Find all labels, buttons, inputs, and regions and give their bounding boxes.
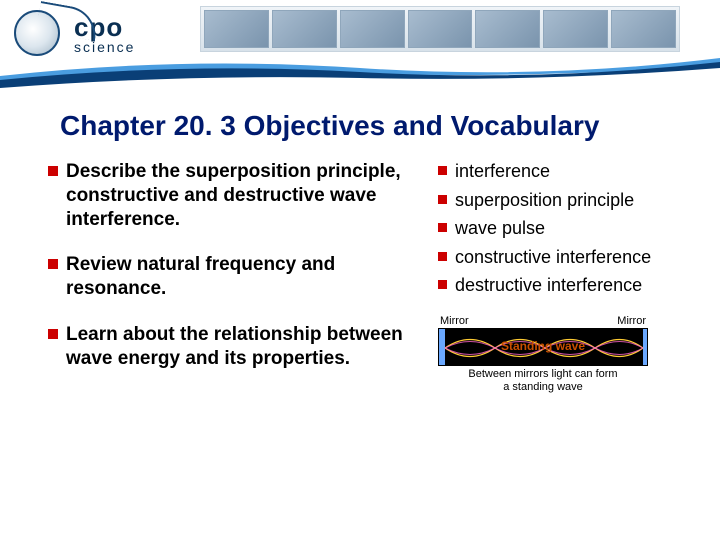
header-thumb bbox=[543, 10, 608, 48]
header: cpo science bbox=[0, 0, 720, 90]
header-swoosh-icon bbox=[0, 52, 720, 90]
header-thumb bbox=[611, 10, 676, 48]
vocab-text: destructive interference bbox=[455, 274, 642, 297]
mirror-labels: Mirror Mirror bbox=[438, 315, 648, 327]
objective-item: Learn about the relationship between wav… bbox=[48, 323, 418, 371]
mirror-left-label: Mirror bbox=[440, 315, 469, 327]
bullet-icon bbox=[438, 166, 447, 175]
bullet-icon bbox=[48, 329, 58, 339]
diagram-caption: Between mirrors light can form a standin… bbox=[438, 368, 648, 394]
logo-arc-icon bbox=[36, 1, 100, 41]
logo-sphere-icon bbox=[14, 10, 60, 56]
vocab-text: superposition principle bbox=[455, 189, 634, 212]
vocab-text: interference bbox=[455, 160, 550, 183]
bullet-icon bbox=[438, 223, 447, 232]
bullet-icon bbox=[438, 195, 447, 204]
vocab-text: constructive interference bbox=[455, 246, 651, 269]
slide-title: Chapter 20. 3 Objectives and Vocabulary bbox=[60, 110, 720, 142]
caption-line1: Between mirrors light can form bbox=[468, 368, 617, 380]
standing-wave-label: Standing wave bbox=[501, 339, 585, 353]
vocab-text: wave pulse bbox=[455, 217, 545, 240]
objective-text: Learn about the relationship between wav… bbox=[66, 323, 418, 371]
header-thumb bbox=[204, 10, 269, 48]
vocab-column: interference superposition principle wav… bbox=[438, 160, 668, 394]
wave-box: Standing wave bbox=[438, 328, 648, 366]
objective-item: Review natural frequency and resonance. bbox=[48, 253, 418, 301]
bullet-icon bbox=[48, 166, 58, 176]
header-thumb bbox=[475, 10, 540, 48]
header-thumbnail-strip bbox=[200, 6, 680, 52]
vocab-item: superposition principle bbox=[438, 189, 668, 212]
header-thumb bbox=[340, 10, 405, 48]
caption-line2: a standing wave bbox=[503, 381, 583, 393]
vocab-item: interference bbox=[438, 160, 668, 183]
vocab-item: wave pulse bbox=[438, 217, 668, 240]
vocab-item: constructive interference bbox=[438, 246, 668, 269]
header-thumb bbox=[408, 10, 473, 48]
objective-text: Describe the superposition principle, co… bbox=[66, 160, 418, 231]
objective-item: Describe the superposition principle, co… bbox=[48, 160, 418, 231]
bullet-icon bbox=[438, 252, 447, 261]
mirror-right-label: Mirror bbox=[617, 315, 646, 327]
bullet-icon bbox=[48, 259, 58, 269]
header-thumb bbox=[272, 10, 337, 48]
objective-text: Review natural frequency and resonance. bbox=[66, 253, 418, 301]
vocab-item: destructive interference bbox=[438, 274, 668, 297]
standing-wave-diagram: Mirror Mirror Standing wave Between mirr… bbox=[438, 315, 648, 394]
bullet-icon bbox=[438, 280, 447, 289]
objectives-column: Describe the superposition principle, co… bbox=[48, 160, 418, 394]
logo: cpo science bbox=[14, 10, 135, 56]
content-area: Describe the superposition principle, co… bbox=[0, 160, 720, 394]
